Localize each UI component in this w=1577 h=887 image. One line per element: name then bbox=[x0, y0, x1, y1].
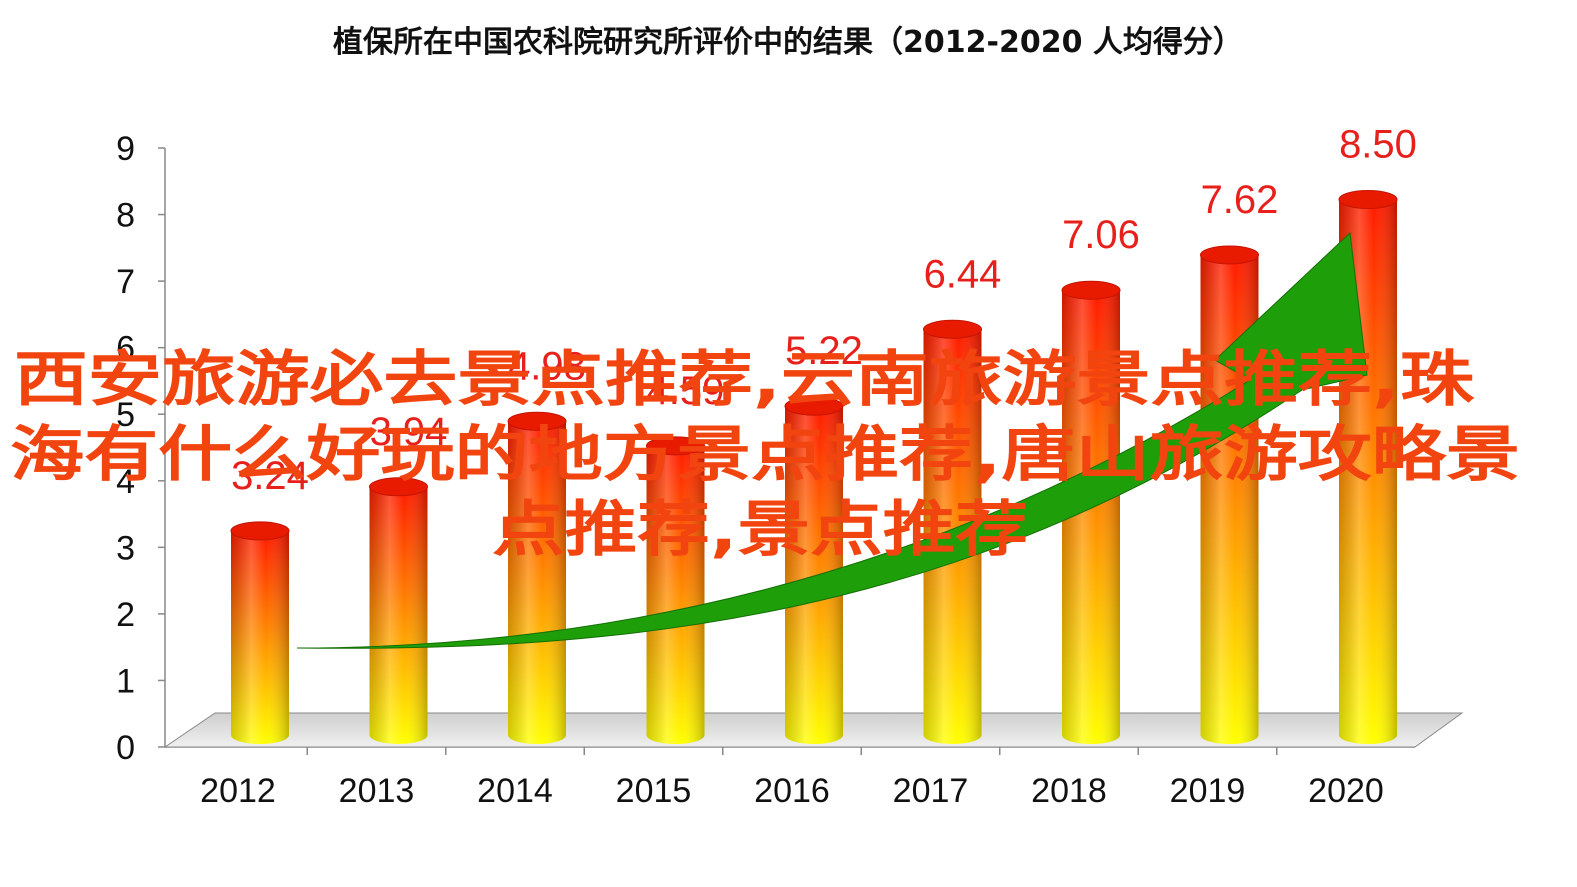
data-label: 4.98 bbox=[508, 344, 586, 388]
chart-title: 植保所在中国农科院研究所评价中的结果（2012-2020 人均得分） bbox=[333, 25, 1243, 60]
y-tick-label: 6 bbox=[116, 330, 135, 368]
y-tick-label: 9 bbox=[116, 130, 135, 168]
y-tick-label: 1 bbox=[116, 662, 135, 700]
bar bbox=[784, 396, 844, 744]
y-tick-label: 3 bbox=[116, 529, 135, 567]
data-label: 7.06 bbox=[1062, 213, 1140, 257]
x-tick-label: 2013 bbox=[339, 772, 415, 810]
y-ticks: 0 1 2 3 4 5 6 7 8 9 bbox=[116, 130, 165, 767]
data-label: 5.22 bbox=[785, 329, 863, 373]
data-label: 6.44 bbox=[924, 252, 1002, 296]
data-label: 3.94 bbox=[370, 410, 448, 454]
bar bbox=[507, 411, 567, 744]
overlay-text: 西安旅游必去景点推荐,云南旅游景点推荐,珠 海有什么好玩的地方景点推荐,唐山旅游… bbox=[10, 345, 1520, 565]
x-tick-label: 2017 bbox=[893, 772, 969, 810]
y-tick-label: 8 bbox=[116, 197, 135, 235]
y-tick-label: 0 bbox=[116, 729, 135, 767]
y-tick-label: 5 bbox=[116, 396, 135, 434]
bar bbox=[1200, 245, 1259, 744]
x-tick-label: 2014 bbox=[477, 772, 553, 810]
overlay-line: 西安旅游必去景点推荐,云南旅游景点推荐,珠 bbox=[14, 345, 1475, 415]
data-label: 4.59 bbox=[647, 369, 725, 413]
x-ticks: 2012 2013 2014 2015 2016 2017 2018 2019 2020 bbox=[200, 747, 1384, 810]
y-tick-label: 2 bbox=[116, 596, 135, 634]
trend-arrow bbox=[296, 231, 1368, 649]
data-label: 3.24 bbox=[231, 454, 309, 498]
overlay-line: 海有什么好玩的地方景点推荐,唐山旅游攻略景 bbox=[10, 420, 1520, 490]
data-label: 8.50 bbox=[1339, 123, 1417, 167]
bar bbox=[1061, 280, 1121, 744]
bar bbox=[369, 477, 428, 744]
x-tick-label: 2012 bbox=[200, 772, 276, 810]
x-tick-label: 2015 bbox=[616, 772, 692, 810]
bar bbox=[646, 436, 705, 744]
y-tick-label: 7 bbox=[116, 263, 135, 301]
x-tick-label: 2019 bbox=[1170, 772, 1246, 810]
overlay-line: 点推荐,景点推荐 bbox=[492, 495, 1028, 565]
x-tick-label: 2016 bbox=[754, 772, 830, 810]
x-tick-label: 2018 bbox=[1031, 772, 1107, 810]
data-labels: 3.24 3.94 4.98 4.59 5.22 6.44 7.06 7.62 8.50 bbox=[231, 123, 1417, 498]
y-tick-label: 4 bbox=[116, 463, 135, 501]
bar bbox=[230, 521, 290, 744]
data-label: 7.62 bbox=[1201, 178, 1279, 222]
x-tick-label: 2020 bbox=[1308, 772, 1384, 810]
